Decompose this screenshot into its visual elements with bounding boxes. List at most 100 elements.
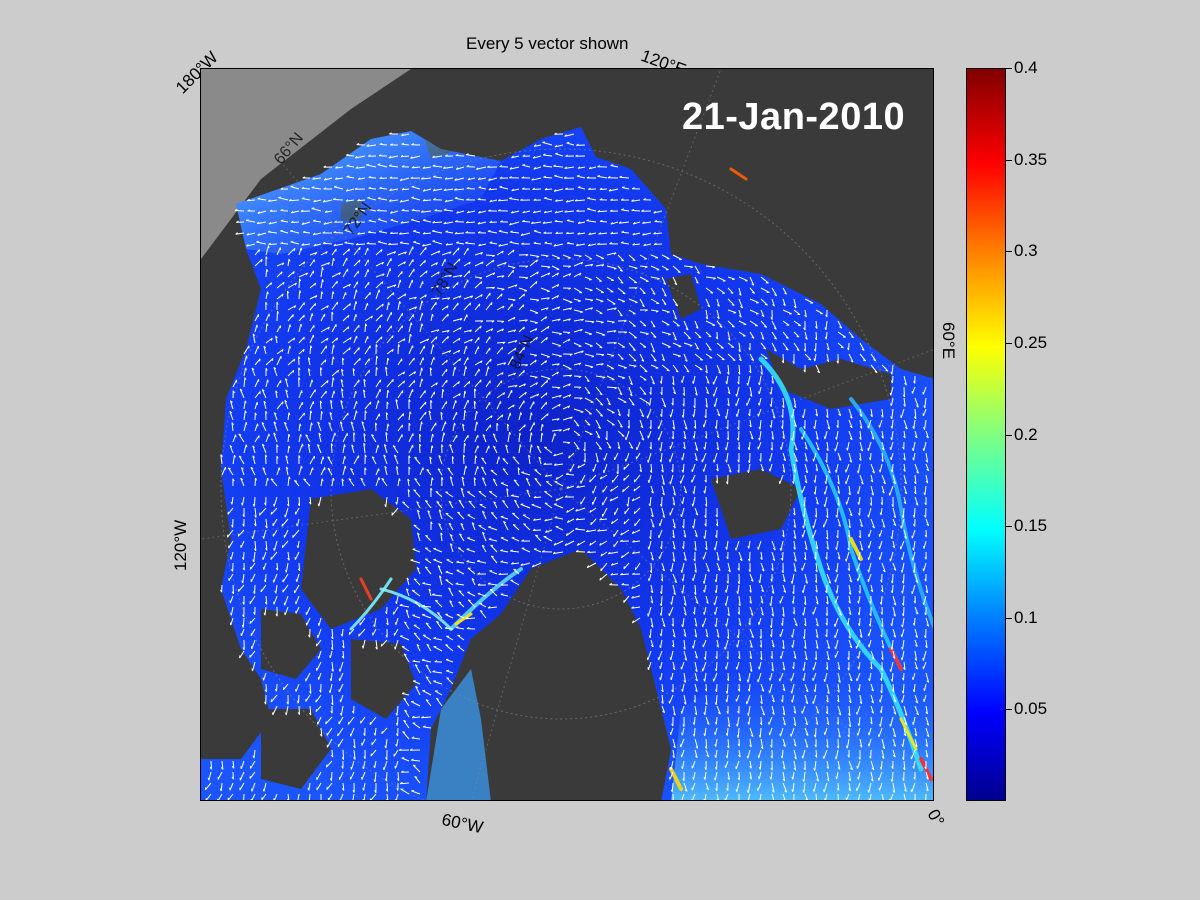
drift-vector bbox=[263, 529, 267, 539]
drift-vector bbox=[694, 507, 699, 516]
drift-vector bbox=[782, 397, 785, 408]
drift-vector bbox=[543, 536, 553, 542]
drift-vector-head bbox=[354, 155, 358, 159]
drift-vector bbox=[355, 155, 366, 159]
drift-vector-head bbox=[331, 311, 334, 315]
drift-vector-head bbox=[464, 410, 467, 413]
drift-vector-head bbox=[489, 241, 493, 244]
drift-vector bbox=[553, 540, 564, 546]
drift-vector-head bbox=[672, 634, 676, 638]
drift-vector bbox=[694, 364, 703, 371]
drift-vector-head bbox=[717, 712, 721, 715]
drift-vector bbox=[419, 378, 423, 388]
drift-vector bbox=[891, 617, 894, 626]
drift-vector bbox=[672, 298, 679, 307]
drift-vector bbox=[881, 562, 886, 573]
drift-vector-head bbox=[763, 347, 766, 350]
drift-vector-head bbox=[430, 521, 433, 525]
drift-vector-head bbox=[332, 197, 336, 200]
drift-vector bbox=[716, 430, 720, 438]
drift-vector bbox=[401, 693, 410, 696]
drift-vector bbox=[518, 293, 525, 300]
drift-vector bbox=[837, 485, 840, 494]
drift-vector-head bbox=[772, 699, 775, 703]
drift-vector-head bbox=[881, 447, 885, 451]
drift-vector-head bbox=[329, 655, 331, 659]
drift-vector bbox=[474, 421, 478, 432]
drift-vector-head bbox=[523, 523, 527, 525]
drift-vector bbox=[683, 342, 693, 347]
drift-vector-head bbox=[456, 560, 460, 563]
drift-vector-head bbox=[694, 570, 697, 573]
drift-vector-head bbox=[623, 477, 625, 481]
drift-vector-head bbox=[520, 233, 524, 236]
drift-vector bbox=[482, 434, 487, 443]
drift-vector bbox=[661, 683, 664, 693]
drift-vector bbox=[280, 220, 289, 223]
drift-vector-head bbox=[300, 247, 303, 251]
drift-vector-head bbox=[286, 701, 289, 705]
drift-vector bbox=[782, 331, 789, 339]
drift-vector bbox=[639, 342, 647, 348]
drift-vector-head bbox=[761, 589, 764, 593]
drift-speed-streak bbox=[359, 577, 373, 601]
drift-vector bbox=[738, 287, 742, 296]
drift-vector bbox=[617, 430, 625, 437]
drift-vector bbox=[595, 441, 602, 450]
drift-vector-head bbox=[694, 634, 697, 638]
drift-vector bbox=[661, 320, 670, 326]
drift-vector-head bbox=[348, 478, 352, 481]
drift-vector-head bbox=[813, 358, 816, 362]
drift-vector-head bbox=[577, 186, 581, 188]
drift-vector-head bbox=[232, 478, 235, 482]
drift-vector bbox=[386, 258, 392, 267]
drift-vector bbox=[836, 430, 839, 440]
drift-vector bbox=[564, 133, 575, 137]
drift-vector-head bbox=[436, 697, 439, 700]
drift-vector-head bbox=[587, 392, 591, 395]
drift-vector bbox=[609, 496, 619, 502]
drift-vector-head bbox=[377, 197, 381, 199]
drift-vector-head bbox=[465, 220, 469, 224]
drift-vector-head bbox=[421, 300, 424, 304]
drift-vector-head bbox=[597, 529, 601, 532]
drift-vector bbox=[242, 573, 245, 584]
drift-vector bbox=[522, 514, 531, 520]
longitude-label-0: 0° bbox=[923, 806, 949, 830]
drift-vector-head bbox=[868, 644, 870, 648]
drift-vector bbox=[859, 441, 863, 452]
drift-vector-head bbox=[748, 569, 751, 573]
drift-vector bbox=[353, 410, 357, 421]
drift-vector-head bbox=[726, 678, 730, 682]
drift-vector bbox=[430, 445, 433, 454]
drift-vector bbox=[545, 529, 553, 533]
drift-vector-head bbox=[368, 219, 372, 222]
drift-vector-head bbox=[503, 520, 506, 524]
drift-vector bbox=[923, 441, 927, 452]
drift-vector-head bbox=[542, 221, 546, 224]
drift-vector bbox=[692, 496, 696, 507]
drift-vector-head bbox=[545, 392, 548, 396]
drift-vector-head bbox=[401, 165, 405, 168]
drift-vector bbox=[575, 518, 586, 521]
drift-vector bbox=[870, 485, 874, 496]
latitude-graticule bbox=[330, 258, 792, 720]
drift-vector bbox=[282, 584, 289, 593]
drift-vector-head bbox=[530, 432, 533, 436]
drift-vector-head bbox=[517, 467, 521, 471]
drift-vector bbox=[890, 452, 894, 461]
drift-vector bbox=[793, 419, 797, 427]
drift-vector-head bbox=[893, 614, 896, 617]
drift-vector-head bbox=[496, 422, 499, 426]
drift-vector-head bbox=[443, 208, 447, 211]
drift-vector-head bbox=[241, 502, 243, 506]
drift-vector-head bbox=[273, 366, 277, 370]
drift-vector-head bbox=[870, 721, 873, 725]
drift-vector bbox=[606, 408, 615, 414]
drift-vector-head bbox=[712, 266, 715, 269]
drift-vector-head bbox=[531, 178, 534, 181]
drift-vector-head bbox=[605, 437, 608, 441]
drift-vector bbox=[290, 241, 300, 245]
drift-vector-head bbox=[458, 499, 462, 502]
drift-vector bbox=[296, 518, 300, 527]
